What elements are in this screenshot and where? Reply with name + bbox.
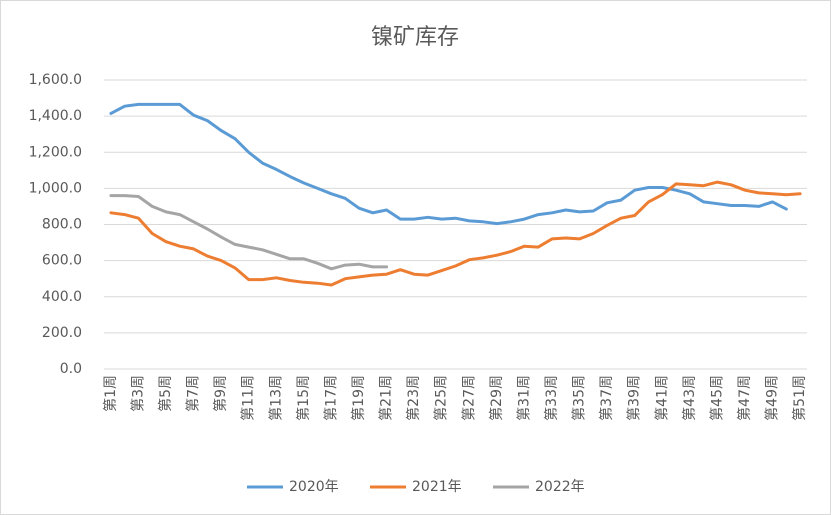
y-tick-label: 200.0: [42, 325, 82, 341]
legend-label: 2021年: [412, 479, 462, 495]
x-tick-label: 第35周: [571, 375, 588, 421]
y-tick-label: 1,600.0: [29, 72, 82, 88]
y-tick-label: 800.0: [42, 217, 82, 233]
x-tick-label: 第5周: [157, 375, 174, 412]
x-tick-label: 第45周: [708, 375, 725, 421]
x-tick-label: 第21周: [378, 375, 395, 421]
x-tick-label: 第43周: [681, 375, 698, 421]
y-tick-label: 600.0: [42, 253, 82, 269]
x-tick-label: 第23周: [405, 375, 422, 421]
x-tick-label: 第3周: [129, 375, 146, 412]
series-line: [109, 194, 389, 271]
x-tick-label: 第13周: [267, 375, 284, 421]
legend-label: 2022年: [535, 479, 585, 495]
y-tick-label: 1,400.0: [29, 108, 82, 124]
x-tick-label: 第49周: [764, 375, 781, 421]
series-line: [109, 102, 788, 226]
x-tick-label: 第11周: [240, 375, 257, 421]
x-tick-label: 第27周: [460, 375, 477, 421]
x-tick-label: 第9周: [212, 375, 229, 412]
x-tick-label: 第19周: [350, 375, 367, 421]
x-tick-label: 第25周: [433, 375, 450, 421]
chart-title: 镍矿库存: [371, 25, 459, 50]
series-line: [109, 180, 802, 287]
y-tick-label: 0.0: [60, 361, 82, 377]
x-tick-label: 第31周: [515, 375, 532, 421]
x-tick-label: 第41周: [653, 375, 670, 421]
y-tick-label: 400.0: [42, 289, 82, 305]
y-tick-label: 1,200.0: [29, 144, 82, 160]
x-tick-label: 第15周: [295, 375, 312, 421]
x-tick-label: 第1周: [102, 375, 119, 412]
x-tick-label: 第7周: [185, 375, 202, 412]
y-tick-label: 1,000.0: [29, 180, 82, 196]
legend-label: 2020年: [289, 479, 339, 495]
x-tick-label: 第17周: [322, 375, 339, 421]
x-tick-label: 第47周: [736, 375, 753, 421]
x-tick-label: 第37周: [598, 375, 615, 421]
x-tick-label: 第51周: [791, 375, 808, 421]
x-tick-label: 第33周: [543, 375, 560, 421]
x-tick-label: 第39周: [626, 375, 643, 421]
x-tick-label: 第29周: [488, 375, 505, 421]
